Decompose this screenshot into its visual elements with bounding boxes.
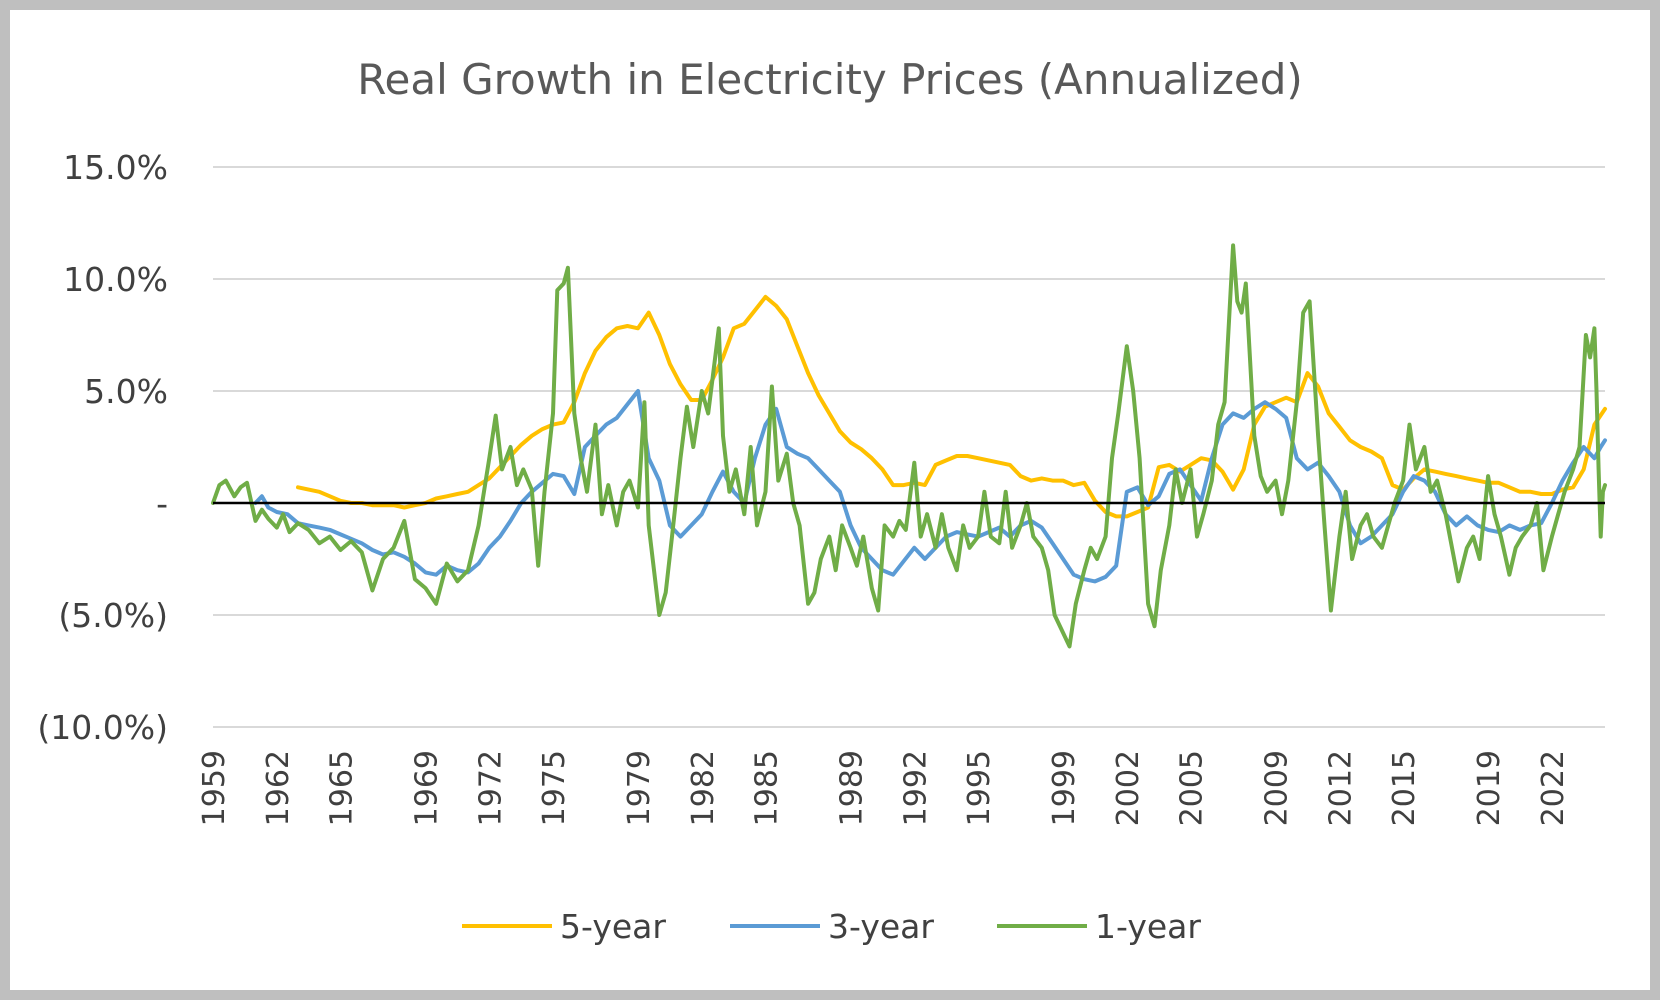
x-tick-label-13: 2002 bbox=[1111, 750, 1146, 826]
y-tick-label-4: (5.0%) bbox=[58, 596, 168, 635]
legend-label-5-year: 5-year bbox=[560, 907, 666, 946]
x-tick-label-17: 2015 bbox=[1387, 750, 1422, 826]
x-tick-label-4: 1972 bbox=[473, 750, 508, 826]
x-tick-label-14: 2005 bbox=[1175, 750, 1210, 826]
gridlines bbox=[213, 166, 1605, 728]
x-tick-label-3: 1969 bbox=[410, 750, 445, 826]
x-tick-label-10: 1992 bbox=[898, 750, 933, 826]
x-tick-label-7: 1982 bbox=[686, 750, 721, 826]
y-tick-label-3: - bbox=[156, 484, 168, 523]
x-tick-label-0: 1959 bbox=[197, 750, 232, 826]
x-tick-label-12: 1999 bbox=[1047, 750, 1082, 826]
x-tick-label-18: 2019 bbox=[1472, 750, 1507, 826]
legend: 5-year 3-year 1-year bbox=[462, 907, 1201, 946]
y-tick-label-2: 5.0% bbox=[84, 372, 168, 411]
x-tick-label-5: 1975 bbox=[537, 750, 572, 826]
y-tick-label-0: 15.0% bbox=[63, 148, 168, 187]
x-tick-label-2: 1965 bbox=[325, 750, 360, 826]
y-axis-ticks: 15.0% 10.0% 5.0% - (5.0%) (10.0%) bbox=[37, 148, 168, 747]
x-tick-label-1: 1962 bbox=[261, 750, 296, 826]
x-tick-label-8: 1985 bbox=[750, 750, 785, 826]
legend-label-3-year: 3-year bbox=[828, 907, 934, 946]
series-line-3-year bbox=[253, 389, 1607, 584]
chart-title: Real Growth in Electricity Prices (Annua… bbox=[357, 55, 1303, 104]
series-lines bbox=[211, 243, 1607, 649]
series-line-5-year bbox=[296, 294, 1607, 519]
y-tick-label-1: 10.0% bbox=[63, 260, 168, 299]
x-tick-label-9: 1989 bbox=[835, 750, 870, 826]
legend-label-1-year: 1-year bbox=[1095, 907, 1201, 946]
x-axis-ticks: 1959 1962 1965 1969 1972 1975 1979 1982 1985 1989… bbox=[197, 750, 1571, 826]
x-tick-label-11: 1995 bbox=[962, 750, 997, 826]
series-line-1-year bbox=[211, 243, 1607, 649]
x-tick-label-16: 2012 bbox=[1323, 750, 1358, 826]
y-tick-label-5: (10.0%) bbox=[37, 708, 168, 747]
x-tick-label-15: 2009 bbox=[1260, 750, 1295, 826]
x-tick-label-19: 2022 bbox=[1536, 750, 1571, 826]
x-tick-label-6: 1979 bbox=[622, 750, 657, 826]
